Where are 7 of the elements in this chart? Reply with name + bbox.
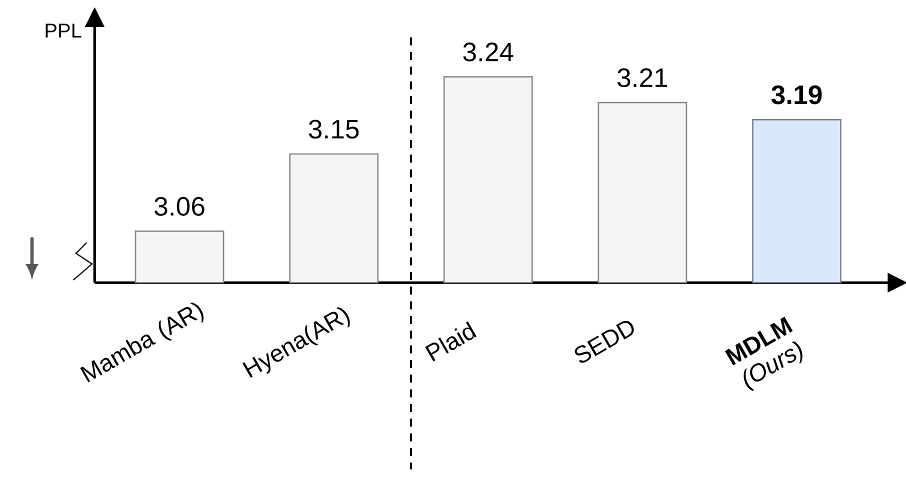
x-tick-label: Plaid (425, 321, 477, 362)
data-label: 3.24 (463, 42, 514, 62)
data-label: 3.19 (771, 85, 822, 104)
y-axis-title: PPL (46, 24, 82, 38)
data-label: 3.06 (154, 196, 204, 216)
data-label: 3.21 (618, 68, 668, 88)
data-label: 3.15 (308, 120, 359, 139)
